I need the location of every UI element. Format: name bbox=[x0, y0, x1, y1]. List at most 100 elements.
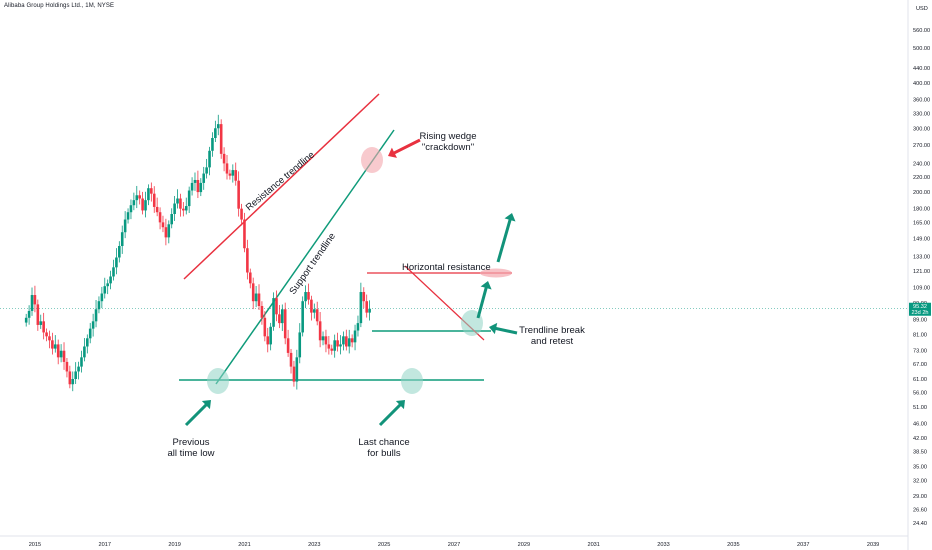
candle-body bbox=[118, 246, 121, 258]
candle-body bbox=[33, 295, 37, 305]
last-chance-label: Last chance bbox=[358, 437, 409, 448]
candle-body bbox=[353, 330, 357, 343]
y-tick-label: 109.00 bbox=[913, 286, 930, 292]
y-tick-label: 500.00 bbox=[913, 46, 930, 52]
candle-body bbox=[225, 163, 229, 174]
candle-body bbox=[83, 346, 86, 358]
y-tick-label: 73.00 bbox=[913, 349, 927, 355]
candle-body bbox=[120, 232, 124, 247]
candle-body bbox=[345, 336, 348, 347]
support-trendline bbox=[215, 129, 395, 385]
candle-body bbox=[321, 336, 325, 341]
candle-body bbox=[103, 286, 107, 294]
y-tick-label: 56.00 bbox=[913, 390, 927, 396]
candle-body bbox=[251, 283, 255, 302]
candle-body bbox=[27, 310, 31, 318]
annotations: Resistance trendline Support trendline Ris… bbox=[168, 131, 586, 459]
candle-body bbox=[68, 371, 72, 385]
candle-body bbox=[211, 138, 214, 151]
candle-body bbox=[359, 292, 363, 324]
candle-body bbox=[176, 198, 179, 204]
candle-body bbox=[289, 352, 293, 367]
candle-body bbox=[135, 195, 139, 201]
candle-body bbox=[301, 301, 304, 333]
candle-body bbox=[59, 350, 63, 358]
candle-body bbox=[91, 321, 95, 329]
y-tick-label: 24.40 bbox=[913, 521, 927, 527]
candle-body bbox=[347, 338, 351, 347]
candle-body bbox=[77, 366, 80, 372]
candle-body bbox=[164, 227, 168, 238]
candle-body bbox=[205, 167, 208, 174]
candle-body bbox=[97, 301, 101, 310]
candle-body bbox=[283, 309, 287, 339]
x-tick-label: 2035 bbox=[727, 542, 739, 548]
y-tick-label: 121.00 bbox=[913, 269, 930, 275]
resistance-trendline bbox=[183, 93, 380, 280]
candle-body bbox=[199, 182, 203, 193]
candle-body bbox=[152, 193, 156, 207]
candle-body bbox=[342, 336, 345, 345]
candle-body bbox=[231, 170, 235, 176]
candles bbox=[24, 114, 371, 392]
y-tick-label: 560.00 bbox=[913, 28, 930, 34]
candle-body bbox=[292, 366, 296, 382]
y-tick-label: 149.00 bbox=[913, 236, 930, 242]
candle-body bbox=[307, 292, 310, 300]
candle-body bbox=[286, 338, 290, 353]
candle-body bbox=[161, 222, 165, 228]
candle-body bbox=[190, 182, 194, 191]
candle-body bbox=[237, 180, 240, 209]
candle-body bbox=[216, 124, 220, 129]
candle-body bbox=[368, 308, 371, 313]
candle-body bbox=[179, 198, 182, 209]
candle-body bbox=[208, 150, 211, 168]
candle-body bbox=[80, 357, 83, 367]
wedge-arrow bbox=[388, 138, 421, 158]
y-tick-label: 89.00 bbox=[913, 318, 927, 324]
candle-body bbox=[129, 205, 133, 213]
candle-body bbox=[106, 283, 109, 287]
y-tick-label: 51.00 bbox=[913, 405, 927, 411]
x-tick-label: 2025 bbox=[378, 542, 390, 548]
resistance-trendline-label: Resistance trendline bbox=[244, 150, 317, 214]
y-tick-label: 46.00 bbox=[913, 421, 927, 427]
x-tick-label: 2033 bbox=[657, 542, 669, 548]
y-tick-label: 360.00 bbox=[913, 98, 930, 104]
trendline-break-label-2: and retest bbox=[531, 336, 574, 347]
candle-body bbox=[260, 305, 264, 318]
candle-body bbox=[333, 340, 336, 351]
candle-body bbox=[304, 292, 307, 302]
candle-body bbox=[86, 338, 89, 347]
retest-up-arrow bbox=[476, 281, 492, 319]
candle-body bbox=[100, 293, 104, 302]
candle-body bbox=[327, 344, 331, 349]
x-tick-label: 2023 bbox=[308, 542, 320, 548]
candle-body bbox=[356, 323, 360, 331]
x-tick-label: 2019 bbox=[168, 542, 180, 548]
candle-body bbox=[155, 206, 159, 213]
x-tick-label: 2037 bbox=[797, 542, 809, 548]
candle-body bbox=[336, 340, 339, 347]
candle-body bbox=[318, 321, 322, 341]
candle-body bbox=[123, 219, 127, 233]
candle-body bbox=[240, 208, 243, 220]
candle-body bbox=[170, 214, 174, 225]
rising-wedge-label-2: "crackdown" bbox=[422, 142, 474, 153]
candle-body bbox=[310, 299, 313, 313]
x-tick-label: 2031 bbox=[587, 542, 599, 548]
candle-body bbox=[30, 295, 34, 311]
x-tick-label: 2015 bbox=[29, 542, 41, 548]
candle-body bbox=[173, 203, 176, 215]
y-tick-label: 42.00 bbox=[913, 436, 927, 442]
candle-body bbox=[45, 332, 48, 337]
candle-body bbox=[269, 326, 272, 345]
candle-body bbox=[71, 379, 75, 385]
candle-body bbox=[74, 371, 77, 380]
candle-body bbox=[254, 293, 258, 302]
candle-body bbox=[248, 272, 252, 284]
candle-body bbox=[112, 267, 115, 277]
y-tick-label: 61.00 bbox=[913, 377, 927, 383]
